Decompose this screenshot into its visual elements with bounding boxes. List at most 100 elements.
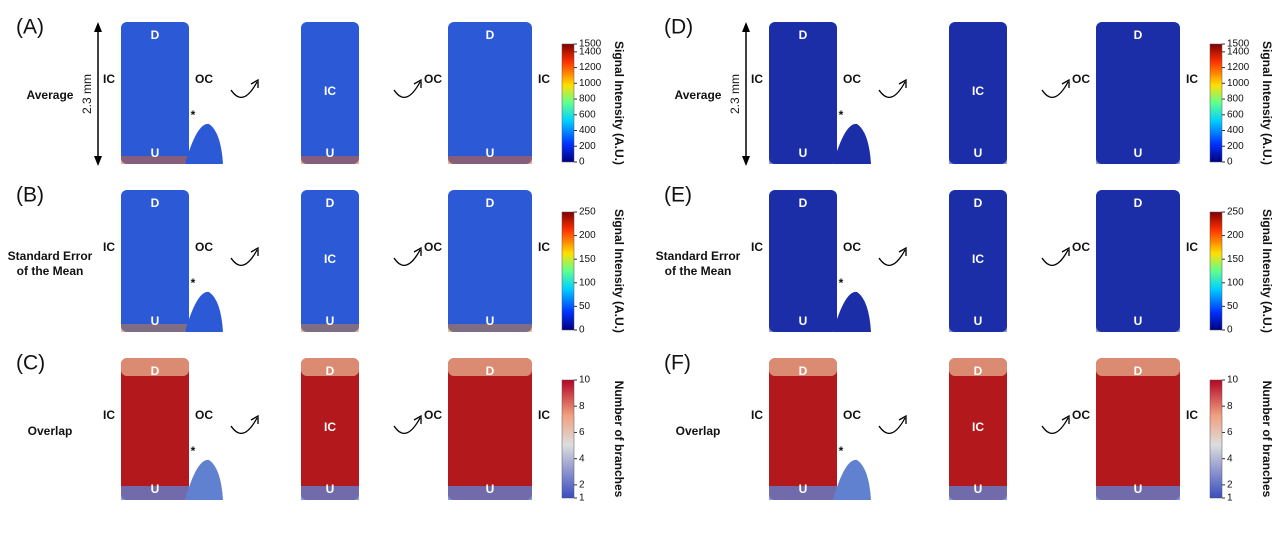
view-label: D — [486, 28, 495, 42]
tissue-body — [121, 22, 189, 164]
view-label: D — [1134, 196, 1143, 210]
colorbar-title: Signal Intensity (A.U.) — [1260, 209, 1274, 333]
panel-letter: (C) — [16, 352, 45, 375]
colorbar-tick-label: 100 — [579, 277, 596, 288]
view-label: IC — [103, 72, 115, 86]
view-label: U — [974, 482, 983, 496]
view-label: OC — [1072, 408, 1090, 422]
colorbar-title: Number of branches — [612, 381, 626, 498]
view-label: D — [151, 28, 160, 42]
rotate-arrow — [394, 80, 421, 97]
tissue-body — [121, 358, 189, 500]
view-label: IC — [538, 240, 550, 254]
view-label: U — [1134, 482, 1143, 496]
colorbar — [562, 212, 574, 330]
view-label: IC — [972, 420, 984, 434]
colorbar-tick-label: 200 — [1227, 230, 1244, 241]
tissue-body — [1096, 190, 1180, 332]
view-label: U — [799, 146, 808, 160]
row-label: of the Mean — [17, 264, 84, 278]
view-label: IC — [972, 252, 984, 266]
colorbar-tick-label: 6 — [1227, 427, 1233, 438]
colorbar-tick-label: 150 — [579, 254, 596, 265]
view-label: IC — [324, 84, 336, 98]
colorbar-tick-label: 150 — [1227, 254, 1244, 265]
view-label: D — [326, 364, 335, 378]
row-label: of the Mean — [665, 264, 732, 278]
colorbar-title: Signal Intensity (A.U.) — [612, 41, 626, 165]
view-label: OC — [195, 408, 213, 422]
panel-letter: (A) — [16, 16, 44, 39]
view-label: OC — [843, 240, 861, 254]
rotate-arrow — [1042, 248, 1069, 265]
row-label: Standard Error — [8, 249, 93, 263]
view-label: IC — [103, 408, 115, 422]
view-label: D — [326, 196, 335, 210]
colorbar-tick-label: 100 — [1227, 277, 1244, 288]
colorbar-tick-label: 4 — [1227, 453, 1233, 464]
tissue-notch — [833, 292, 871, 332]
row-label: Average — [675, 88, 722, 102]
view-label: D — [486, 364, 495, 378]
view-label: OC — [843, 72, 861, 86]
view-label: OC — [424, 408, 442, 422]
tissue-body — [448, 22, 532, 164]
colorbar-tick-label: 1500 — [579, 39, 602, 50]
rotate-arrow — [231, 248, 258, 265]
scale-label: 2.3 mm — [80, 74, 94, 114]
view-label: OC — [424, 240, 442, 254]
tissue-notch — [185, 292, 223, 332]
tissue-body — [448, 190, 532, 332]
tissue-body — [1096, 22, 1180, 164]
view-label: U — [1134, 146, 1143, 160]
rotate-arrow — [394, 416, 421, 433]
colorbar-tick-label: 0 — [1227, 325, 1233, 336]
colorbar — [1210, 44, 1222, 162]
view-label: D — [799, 364, 808, 378]
view-label: U — [151, 146, 160, 160]
colorbar-tick-label: 50 — [1227, 301, 1239, 312]
tissue-body — [769, 190, 837, 332]
view-label: D — [799, 28, 808, 42]
colorbar-title: Signal Intensity (A.U.) — [1260, 41, 1274, 165]
view-label: U — [486, 314, 495, 328]
rotate-arrow — [231, 416, 258, 433]
colorbar-tick-label: 50 — [579, 301, 591, 312]
tissue-body — [448, 358, 532, 500]
view-label: IC — [103, 240, 115, 254]
rotate-arrow — [394, 248, 421, 265]
view-label: IC — [751, 240, 763, 254]
view-label: * — [191, 108, 196, 122]
tissue-body — [769, 358, 837, 500]
rotate-arrow — [879, 80, 906, 97]
colorbar-tick-label: 600 — [1227, 109, 1244, 120]
colorbar-tick-label: 1500 — [1227, 39, 1250, 50]
rotate-arrow — [879, 416, 906, 433]
view-label: D — [1134, 28, 1143, 42]
colorbar-tick-label: 200 — [1227, 141, 1244, 152]
panel-letter: (F) — [664, 352, 691, 375]
view-label: U — [326, 482, 335, 496]
colorbar-tick-label: 8 — [579, 401, 585, 412]
view-label: D — [151, 196, 160, 210]
view-label: U — [974, 146, 983, 160]
view-label: IC — [324, 420, 336, 434]
panel-letter: (D) — [664, 16, 693, 39]
tissue-notch — [185, 124, 223, 164]
panel-letter: (B) — [16, 184, 44, 207]
colorbar-tick-label: 6 — [579, 427, 585, 438]
view-label: U — [326, 146, 335, 160]
panel-letter: (E) — [664, 184, 692, 207]
view-label: * — [839, 276, 844, 290]
view-label: * — [191, 276, 196, 290]
view-label: OC — [195, 240, 213, 254]
tissue-body — [1096, 358, 1180, 500]
view-label: IC — [538, 408, 550, 422]
tissue-notch — [833, 124, 871, 164]
view-label: U — [799, 482, 808, 496]
colorbar — [1210, 380, 1222, 498]
colorbar — [1210, 212, 1222, 330]
figure: (A)Average2.3 mmDICOCU*ICUDOCICU02004006… — [0, 0, 1288, 551]
rotate-arrow — [1042, 80, 1069, 97]
view-label: U — [486, 146, 495, 160]
